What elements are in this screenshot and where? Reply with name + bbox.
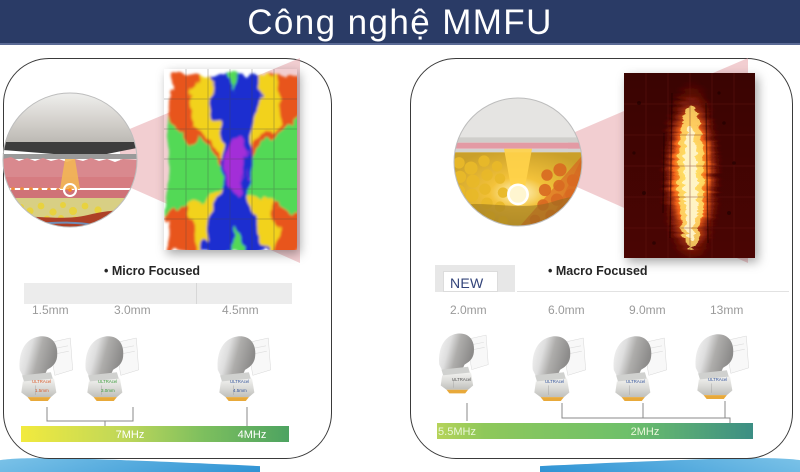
- svg-text:3.0mm: 3.0mm: [101, 388, 115, 393]
- svg-text:ULTRAcel: ULTRAcel: [708, 377, 727, 382]
- svg-text:4.5mm: 4.5mm: [233, 388, 247, 393]
- svg-text:ULTRAcel: ULTRAcel: [98, 379, 117, 384]
- svg-text:ULTRAcel: ULTRAcel: [626, 379, 645, 384]
- svg-text:ULTRAcel: ULTRAcel: [230, 379, 249, 384]
- svg-text:ULTRAcel: ULTRAcel: [545, 379, 564, 384]
- svg-text:ULTRAcel: ULTRAcel: [32, 379, 51, 384]
- svg-text:ULTRAcel: ULTRAcel: [452, 377, 471, 382]
- svg-text:1.5mm: 1.5mm: [35, 388, 49, 393]
